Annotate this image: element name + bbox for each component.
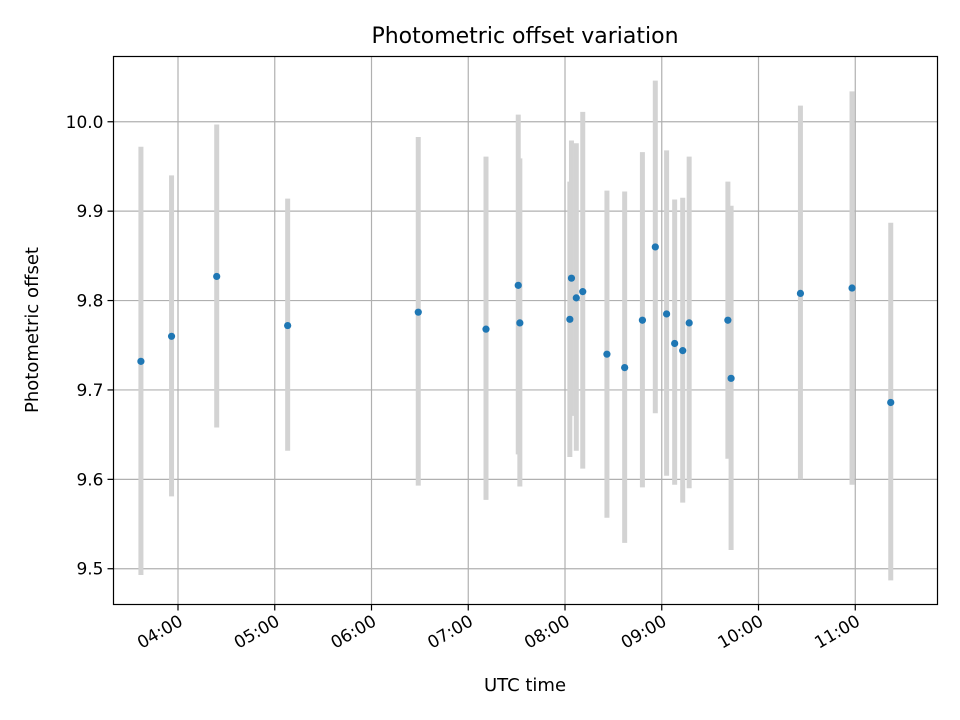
x-tick-label: 10:00: [715, 612, 767, 654]
chart-title: Photometric offset variation: [371, 24, 678, 49]
data-point: [651, 243, 659, 251]
x-tick-label: 06:00: [328, 612, 380, 654]
x-tick-label: 08:00: [521, 612, 573, 654]
x-tick-label: 05:00: [231, 612, 283, 654]
axis-ticks: 04:00 05:00 06:00 07:00 08:00 09:00 10:00 11:00…: [66, 113, 864, 654]
data-point: [284, 321, 292, 330]
data-point: [137, 357, 145, 365]
data-point: [671, 339, 679, 348]
data-point: [167, 332, 176, 340]
plot-frame: [112, 55, 939, 606]
y-tick-label: 9.8: [76, 292, 103, 312]
data-point: [796, 289, 805, 298]
data-point: [516, 319, 524, 327]
y-tick-label: 9.7: [76, 381, 103, 401]
data-points: [137, 243, 895, 407]
data-point: [724, 316, 732, 324]
data-point: [638, 316, 647, 324]
data-point: [566, 315, 574, 323]
data-point: [603, 350, 611, 358]
y-tick-label: 9.5: [76, 560, 103, 580]
data-point: [414, 308, 422, 316]
data-point: [848, 284, 856, 292]
data-point: [579, 288, 587, 296]
data-point: [621, 363, 629, 372]
data-point: [572, 294, 580, 302]
data-point: [685, 319, 693, 327]
data-point: [887, 398, 895, 407]
y-axis-label: Photometric offset: [22, 247, 43, 413]
x-axis-label: UTC time: [484, 675, 566, 696]
y-tick-label: 9.6: [76, 470, 103, 490]
y-tick-label: 10.0: [66, 113, 104, 133]
x-tick-label: 04:00: [134, 612, 186, 654]
grid-lines: [113, 56, 938, 605]
data-point: [679, 347, 687, 355]
data-point: [514, 281, 522, 289]
x-tick-label: 07:00: [424, 612, 476, 654]
data-point: [567, 274, 576, 282]
data-point: [662, 310, 671, 318]
error-bars: [138, 80, 894, 581]
x-tick-label: 11:00: [811, 612, 863, 654]
data-point: [482, 325, 490, 333]
data-point: [727, 374, 735, 382]
y-tick-label: 9.9: [76, 202, 103, 222]
data-point: [213, 272, 221, 281]
x-tick-label: 09:00: [618, 612, 670, 654]
